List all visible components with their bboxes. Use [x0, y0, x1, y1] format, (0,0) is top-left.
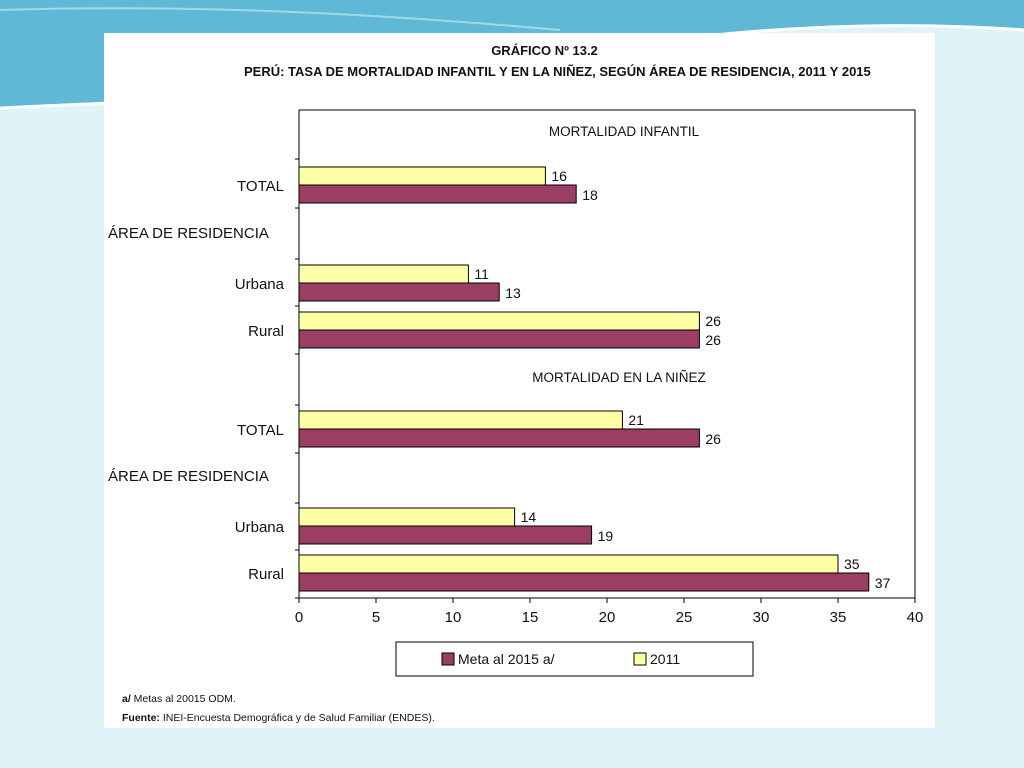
value-label-meta-2015: 13 — [505, 285, 521, 301]
group-label: ÁREA DE RESIDENCIA — [108, 225, 269, 242]
chart-title: GRÁFICO Nº 13.2 — [491, 43, 598, 58]
category-label: Rural — [248, 566, 284, 583]
category-label: Urbana — [235, 276, 285, 293]
value-label-meta-2015: 37 — [875, 575, 891, 591]
bar-2011 — [298, 166, 546, 186]
value-label-2011: 16 — [551, 168, 567, 184]
x-tick-label: 10 — [445, 609, 462, 626]
bar-2011 — [298, 410, 623, 430]
section-title: MORTALIDAD INFANTIL — [549, 124, 700, 139]
x-tick-label: 15 — [522, 609, 539, 626]
x-tick-label: 30 — [753, 609, 770, 626]
bar-chart: MORTALIDAD INFANTIL MORTALIDAD EN LA NIÑE… — [108, 109, 924, 677]
legend-label-meta-2015: Meta al 2015 a/ — [458, 651, 555, 667]
source-label: Fuente: — [122, 712, 160, 724]
x-tick-label: 0 — [295, 609, 303, 626]
value-label-2011: 21 — [628, 412, 644, 428]
value-label-2011: 35 — [844, 556, 860, 572]
category-label: Urbana — [235, 519, 285, 536]
bar-2011 — [298, 554, 839, 574]
footnote-text: Metas al 20015 ODM. — [130, 693, 236, 705]
x-tick-label: 35 — [830, 609, 847, 626]
source-note: Fuente: INEI-Encuesta Demográfica y de S… — [122, 712, 435, 724]
x-tick-label: 20 — [599, 609, 616, 626]
bar-2011 — [298, 264, 469, 284]
legend-label-2011: 2011 — [650, 651, 680, 667]
footnote-marker: a/ — [122, 693, 131, 705]
value-label-meta-2015: 19 — [598, 528, 614, 544]
value-label-meta-2015: 18 — [582, 187, 598, 203]
bar-2011 — [298, 507, 516, 527]
footnote: a/ Metas al 20015 ODM. — [122, 693, 236, 705]
legend-swatch-meta-2015 — [441, 652, 455, 666]
bar-meta-2015 — [298, 428, 700, 448]
source-text: INEI-Encuesta Demográfica y de Salud Fam… — [159, 712, 435, 724]
bar-meta-2015 — [298, 572, 870, 592]
swoosh-accent — [0, 7, 561, 31]
bar-meta-2015 — [298, 184, 577, 204]
legend-box — [395, 641, 754, 677]
x-tick-label: 5 — [372, 609, 380, 626]
value-label-2011: 14 — [521, 509, 537, 525]
chart-sheet: GRÁFICO Nº 13.2 PERÚ: TASA DE MORTALIDAD… — [104, 33, 935, 728]
bar-meta-2015 — [298, 282, 500, 302]
category-label: TOTAL — [237, 178, 284, 195]
x-tick-label: 25 — [676, 609, 693, 626]
chart-subtitle: PERÚ: TASA DE MORTALIDAD INFANTIL Y EN L… — [244, 64, 871, 79]
group-label: ÁREA DE RESIDENCIA — [108, 468, 269, 485]
value-label-2011: 26 — [705, 313, 721, 329]
bar-meta-2015 — [298, 525, 593, 545]
section-title: MORTALIDAD EN LA NIÑEZ — [532, 370, 706, 385]
value-label-meta-2015: 26 — [705, 332, 721, 348]
value-label-2011: 11 — [474, 266, 489, 282]
x-tick-label: 40 — [907, 609, 924, 626]
category-label: Rural — [248, 323, 284, 340]
value-label-meta-2015: 26 — [705, 431, 721, 447]
legend-swatch-2011 — [633, 652, 647, 666]
bar-2011 — [298, 311, 700, 331]
category-label: TOTAL — [237, 422, 284, 439]
bar-meta-2015 — [298, 329, 700, 349]
